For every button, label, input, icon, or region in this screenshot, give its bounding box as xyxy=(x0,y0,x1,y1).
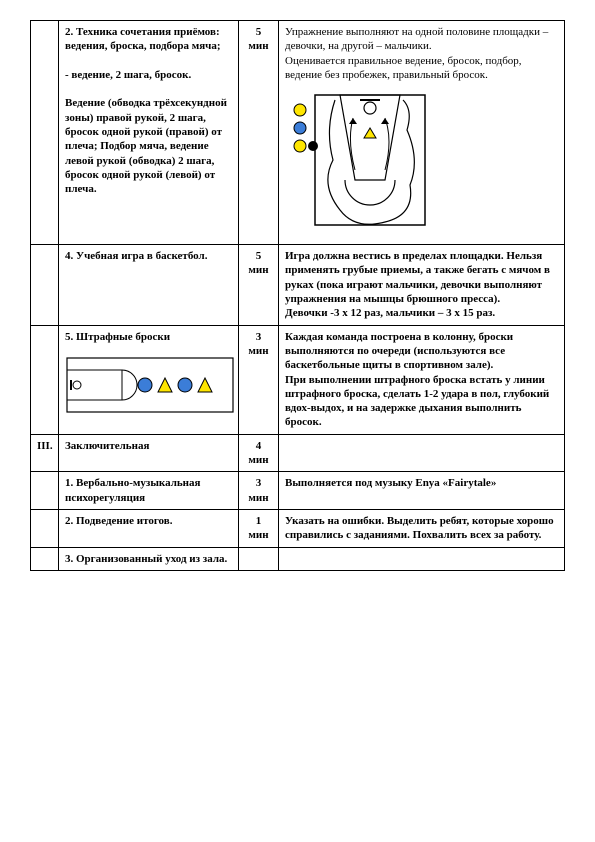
task-cell: 2. Техника сочетания приёмов: ведения, б… xyxy=(59,21,239,245)
time-cell: 5 мин xyxy=(239,245,279,325)
time-cell: 5 мин xyxy=(239,21,279,245)
task-cell: 5. Штрафные броски xyxy=(59,325,239,434)
task-text: 1. Вербально-музыкальная психорегуляция xyxy=(65,476,232,505)
task-text: 2. Подведение итогов. xyxy=(65,514,232,528)
table-row: 2. Подведение итогов. 1 минУказать на оши… xyxy=(31,509,565,547)
task-text: Заключительная xyxy=(65,439,232,453)
row-number xyxy=(31,21,59,245)
task-cell: 4. Учебная игра в баскетбол. xyxy=(59,245,239,325)
task-cell: Заключительная xyxy=(59,434,239,472)
table-row: 1. Вербально-музыкальная психорегуляция3… xyxy=(31,472,565,510)
note-cell xyxy=(279,434,565,472)
table-row: 5. Штрафные броски 3 минКаждая команда п… xyxy=(31,325,565,434)
table-row: 3. Организованный уход из зала. xyxy=(31,547,565,570)
row-number xyxy=(31,547,59,570)
note-cell: Каждая команда построена в колонну, брос… xyxy=(279,325,565,434)
court-diagram xyxy=(285,90,445,240)
note-text: Упражнение выполняют на одной половине п… xyxy=(285,25,558,82)
time-cell: 4 мин xyxy=(239,434,279,472)
time-cell: 1 мин xyxy=(239,509,279,547)
lesson-plan-table: 2. Техника сочетания приёмов: ведения, б… xyxy=(30,20,565,571)
task-cell: 3. Организованный уход из зала. xyxy=(59,547,239,570)
table-row: 4. Учебная игра в баскетбол. 5 минИгра до… xyxy=(31,245,565,325)
time-cell: 3 мин xyxy=(239,325,279,434)
row-number: III. xyxy=(31,434,59,472)
table-row: 2. Техника сочетания приёмов: ведения, б… xyxy=(31,21,565,245)
note-cell: Игра должна вестись в пределах площадки.… xyxy=(279,245,565,325)
note-cell xyxy=(279,547,565,570)
note-cell: Указать на ошибки. Выделить ребят, котор… xyxy=(279,509,565,547)
task-cell: 2. Подведение итогов. xyxy=(59,509,239,547)
row-number xyxy=(31,325,59,434)
task-text: 5. Штрафные броски xyxy=(65,330,232,344)
note-cell: Упражнение выполняют на одной половине п… xyxy=(279,21,565,245)
time-cell xyxy=(239,547,279,570)
task-cell: 1. Вербально-музыкальная психорегуляция xyxy=(59,472,239,510)
row-number xyxy=(31,245,59,325)
task-text: 3. Организованный уход из зала. xyxy=(65,552,232,566)
row-number xyxy=(31,509,59,547)
time-cell: 3 мин xyxy=(239,472,279,510)
table-row: III. Заключительная 4 мин xyxy=(31,434,565,472)
freethrow-diagram xyxy=(65,350,235,420)
row-number xyxy=(31,472,59,510)
task-text: 4. Учебная игра в баскетбол. xyxy=(65,249,232,263)
note-cell: Выполняется под музыку Enya «Fairytale» xyxy=(279,472,565,510)
task-text: 2. Техника сочетания приёмов: ведения, б… xyxy=(65,25,232,197)
